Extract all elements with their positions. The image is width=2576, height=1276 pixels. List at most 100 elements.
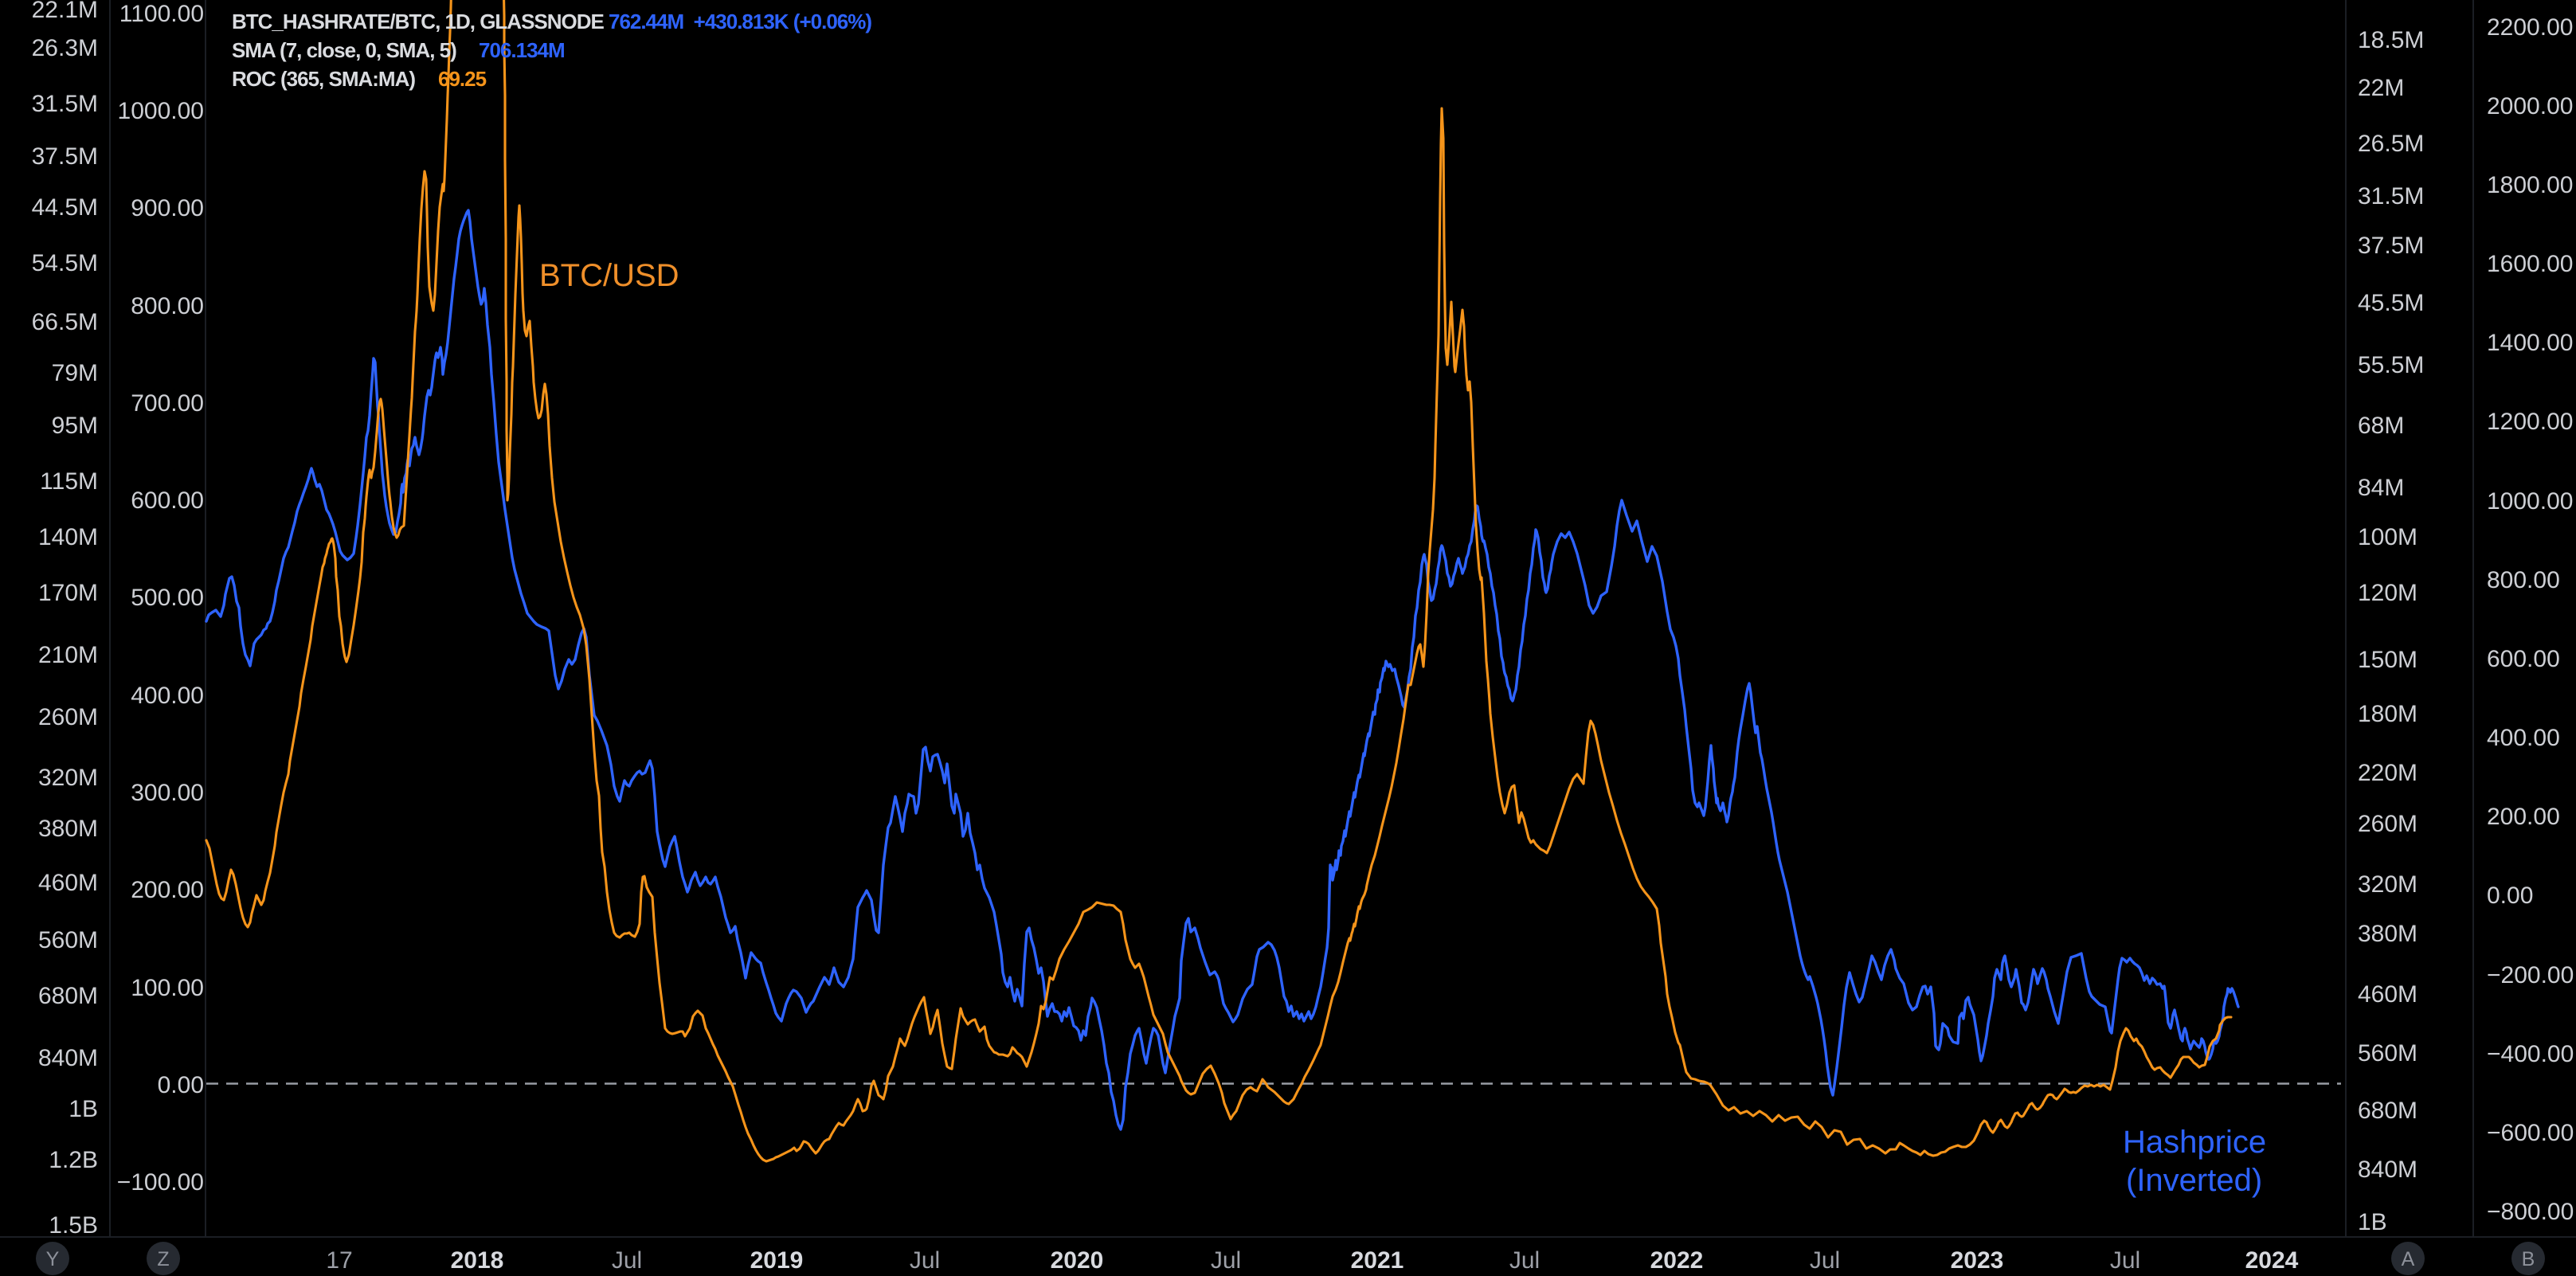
svg-text:2023: 2023: [1951, 1247, 2004, 1274]
svg-text:31.5M: 31.5M: [2358, 183, 2424, 209]
svg-text:Jul: Jul: [612, 1247, 642, 1274]
svg-text:22.1M: 22.1M: [32, 0, 98, 23]
svg-text:140M: 140M: [38, 524, 98, 550]
svg-text:800.00: 800.00: [2487, 567, 2560, 593]
svg-text:84M: 84M: [2358, 475, 2404, 501]
svg-text:300.00: 300.00: [131, 780, 204, 806]
svg-text:−400.00: −400.00: [2487, 1041, 2574, 1067]
svg-text:210M: 210M: [38, 642, 98, 668]
svg-text:180M: 180M: [2358, 701, 2417, 727]
svg-text:Z: Z: [157, 1248, 169, 1270]
svg-text:18.5M: 18.5M: [2358, 27, 2424, 53]
svg-text:260M: 260M: [2358, 811, 2417, 837]
svg-text:2021: 2021: [1351, 1247, 1404, 1274]
svg-text:54.5M: 54.5M: [32, 250, 98, 276]
svg-text:260M: 260M: [38, 704, 98, 730]
svg-text:55.5M: 55.5M: [2358, 352, 2424, 378]
svg-text:−100.00: −100.00: [117, 1169, 204, 1196]
svg-text:400.00: 400.00: [131, 683, 204, 709]
svg-text:95M: 95M: [52, 413, 98, 439]
svg-text:1.2B: 1.2B: [49, 1147, 98, 1173]
svg-text:22M: 22M: [2358, 75, 2404, 101]
svg-text:−800.00: −800.00: [2487, 1199, 2574, 1225]
svg-text:115M: 115M: [40, 468, 98, 495]
svg-text:120M: 120M: [2358, 580, 2417, 606]
svg-text:2024: 2024: [2245, 1247, 2299, 1274]
svg-text:800.00: 800.00: [131, 293, 204, 319]
svg-text:320M: 320M: [38, 765, 98, 791]
svg-text:100.00: 100.00: [131, 975, 204, 1001]
svg-text:600.00: 600.00: [131, 487, 204, 514]
svg-text:1200.00: 1200.00: [2487, 409, 2573, 435]
svg-text:840M: 840M: [38, 1045, 98, 1071]
svg-text:2200.00: 2200.00: [2487, 14, 2573, 41]
svg-text:2020: 2020: [1051, 1247, 1104, 1274]
svg-text:1000.00: 1000.00: [2487, 488, 2573, 515]
svg-text:37.5M: 37.5M: [2358, 233, 2424, 259]
svg-text:1B: 1B: [2358, 1209, 2387, 1235]
svg-text:2022: 2022: [1650, 1247, 1704, 1274]
svg-text:700.00: 700.00: [131, 390, 204, 417]
svg-text:200.00: 200.00: [131, 877, 204, 903]
svg-text:31.5M: 31.5M: [32, 91, 98, 117]
svg-text:37.5M: 37.5M: [32, 143, 98, 170]
svg-text:170M: 170M: [38, 580, 98, 606]
svg-text:1.5B: 1.5B: [49, 1212, 98, 1239]
svg-text:A: A: [2402, 1248, 2415, 1270]
svg-text:BTC/USD: BTC/USD: [539, 258, 679, 293]
svg-text:26.5M: 26.5M: [2358, 131, 2424, 157]
svg-text:0.00: 0.00: [158, 1072, 204, 1098]
svg-text:Jul: Jul: [1211, 1247, 1241, 1274]
svg-text:200.00: 200.00: [2487, 804, 2560, 830]
svg-text:69.25: 69.25: [438, 67, 487, 91]
svg-text:Jul: Jul: [2110, 1247, 2140, 1274]
svg-text:17: 17: [326, 1247, 352, 1274]
svg-text:100M: 100M: [2358, 524, 2417, 550]
svg-text:1800.00: 1800.00: [2487, 172, 2573, 198]
svg-text:ROC (365, SMA:MA): ROC (365, SMA:MA): [232, 67, 415, 91]
svg-text:B: B: [2522, 1248, 2535, 1270]
svg-text:1000.00: 1000.00: [118, 98, 204, 124]
svg-text:320M: 320M: [2358, 871, 2417, 898]
svg-text:(Inverted): (Inverted): [2126, 1163, 2262, 1198]
svg-text:SMA (7, close, 0, SMA, 5): SMA (7, close, 0, SMA, 5): [232, 38, 456, 62]
svg-text:44.5M: 44.5M: [32, 194, 98, 221]
svg-text:−200.00: −200.00: [2487, 962, 2574, 988]
svg-text:220M: 220M: [2358, 760, 2417, 786]
svg-text:26.3M: 26.3M: [32, 35, 98, 61]
svg-text:1B: 1B: [69, 1096, 98, 1122]
svg-text:380M: 380M: [38, 816, 98, 842]
svg-text:900.00: 900.00: [131, 195, 204, 221]
svg-text:2019: 2019: [750, 1247, 804, 1274]
svg-text:706.134M: 706.134M: [479, 38, 565, 62]
svg-text:45.5M: 45.5M: [2358, 290, 2424, 316]
svg-text:0.00: 0.00: [2487, 883, 2533, 909]
svg-text:560M: 560M: [38, 927, 98, 953]
svg-text:2000.00: 2000.00: [2487, 93, 2573, 119]
svg-text:460M: 460M: [38, 870, 98, 896]
svg-text:Y: Y: [46, 1248, 60, 1270]
svg-text:66.5M: 66.5M: [32, 309, 98, 335]
svg-text:1400.00: 1400.00: [2487, 330, 2573, 356]
svg-text:500.00: 500.00: [131, 585, 204, 611]
svg-text:380M: 380M: [2358, 921, 2417, 947]
svg-text:−600.00: −600.00: [2487, 1120, 2574, 1146]
svg-text:600.00: 600.00: [2487, 646, 2560, 672]
svg-text:Hashprice: Hashprice: [2123, 1125, 2266, 1160]
svg-text:150M: 150M: [2358, 647, 2417, 673]
svg-text:400.00: 400.00: [2487, 725, 2560, 751]
svg-text:68M: 68M: [2358, 413, 2404, 439]
svg-text:79M: 79M: [52, 360, 98, 386]
svg-text:762.44M +430.813K (+0.06%): 762.44M +430.813K (+0.06%): [609, 10, 871, 33]
svg-text:Jul: Jul: [910, 1247, 940, 1274]
svg-text:Jul: Jul: [1810, 1247, 1840, 1274]
svg-text:560M: 560M: [2358, 1040, 2417, 1067]
svg-text:840M: 840M: [2358, 1157, 2417, 1183]
svg-text:1100.00: 1100.00: [119, 1, 204, 27]
svg-text:460M: 460M: [2358, 981, 2417, 1008]
svg-text:Jul: Jul: [1509, 1247, 1540, 1274]
svg-text:680M: 680M: [38, 983, 98, 1009]
svg-text:1600.00: 1600.00: [2487, 251, 2573, 277]
svg-text:2018: 2018: [451, 1247, 504, 1274]
svg-text:BTC_HASHRATE/BTC, 1D, GLASSNOD: BTC_HASHRATE/BTC, 1D, GLASSNODE: [232, 10, 605, 33]
